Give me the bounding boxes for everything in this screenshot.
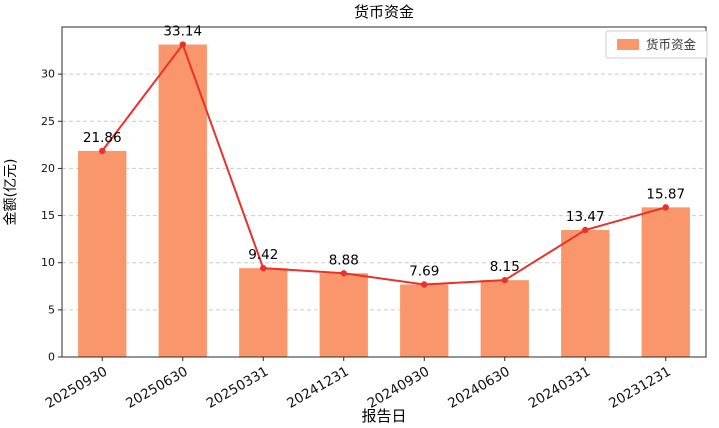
x-tick-label: 20231231: [606, 364, 674, 412]
x-axis-label: 报告日: [361, 407, 406, 425]
value-label: 9.42: [248, 247, 278, 263]
data-point-marker: [421, 281, 428, 288]
bar: [400, 284, 449, 357]
y-tick-label: 20: [41, 162, 55, 175]
value-label: 21.86: [83, 130, 122, 146]
value-label: 13.47: [566, 209, 605, 225]
value-label: 7.69: [409, 263, 439, 279]
x-tick-label: 20250930: [43, 364, 111, 412]
plot-border: [61, 26, 707, 358]
y-tick-label: 10: [41, 256, 55, 269]
data-point-marker: [582, 226, 589, 234]
data-point-marker: [99, 147, 106, 155]
value-label: 8.88: [329, 252, 359, 268]
y-tick-label: 25: [41, 115, 55, 128]
x-tick-label: 20240930: [365, 364, 433, 412]
legend-label: 货币资金: [646, 37, 697, 52]
data-point-marker: [179, 41, 186, 48]
chart-title: 货币资金: [354, 3, 414, 21]
bar: [641, 207, 690, 357]
y-tick-label: 30: [41, 68, 55, 81]
value-label: 33.14: [163, 24, 202, 40]
bar: [319, 273, 368, 357]
legend-swatch: [617, 39, 639, 50]
legend-box: [605, 30, 708, 59]
data-point-marker: [260, 264, 267, 272]
bar: [78, 150, 127, 357]
value-label: 15.87: [646, 186, 685, 202]
data-point-marker: [340, 270, 347, 277]
x-tick-label: 20240630: [445, 364, 513, 412]
bar: [480, 280, 529, 357]
line-series: [101, 42, 667, 286]
data-point-marker: [662, 204, 669, 211]
x-tick-label: 20250630: [123, 364, 191, 412]
y-tick-label: 5: [48, 303, 55, 316]
bar: [561, 229, 610, 357]
legend: 货币资金: [605, 30, 708, 59]
x-tick-label: 20240331: [526, 364, 594, 412]
y-tick-label: 15: [41, 209, 55, 222]
bar: [239, 268, 288, 357]
y-axis-label: 金额(亿元): [3, 159, 19, 226]
y-tick-label: 0: [48, 351, 55, 364]
value-label: 8.15: [490, 259, 520, 275]
bar: [158, 44, 207, 358]
data-point-marker: [501, 276, 508, 284]
x-tick-label: 20250331: [204, 364, 272, 412]
x-tick-label: 20241231: [284, 364, 352, 412]
